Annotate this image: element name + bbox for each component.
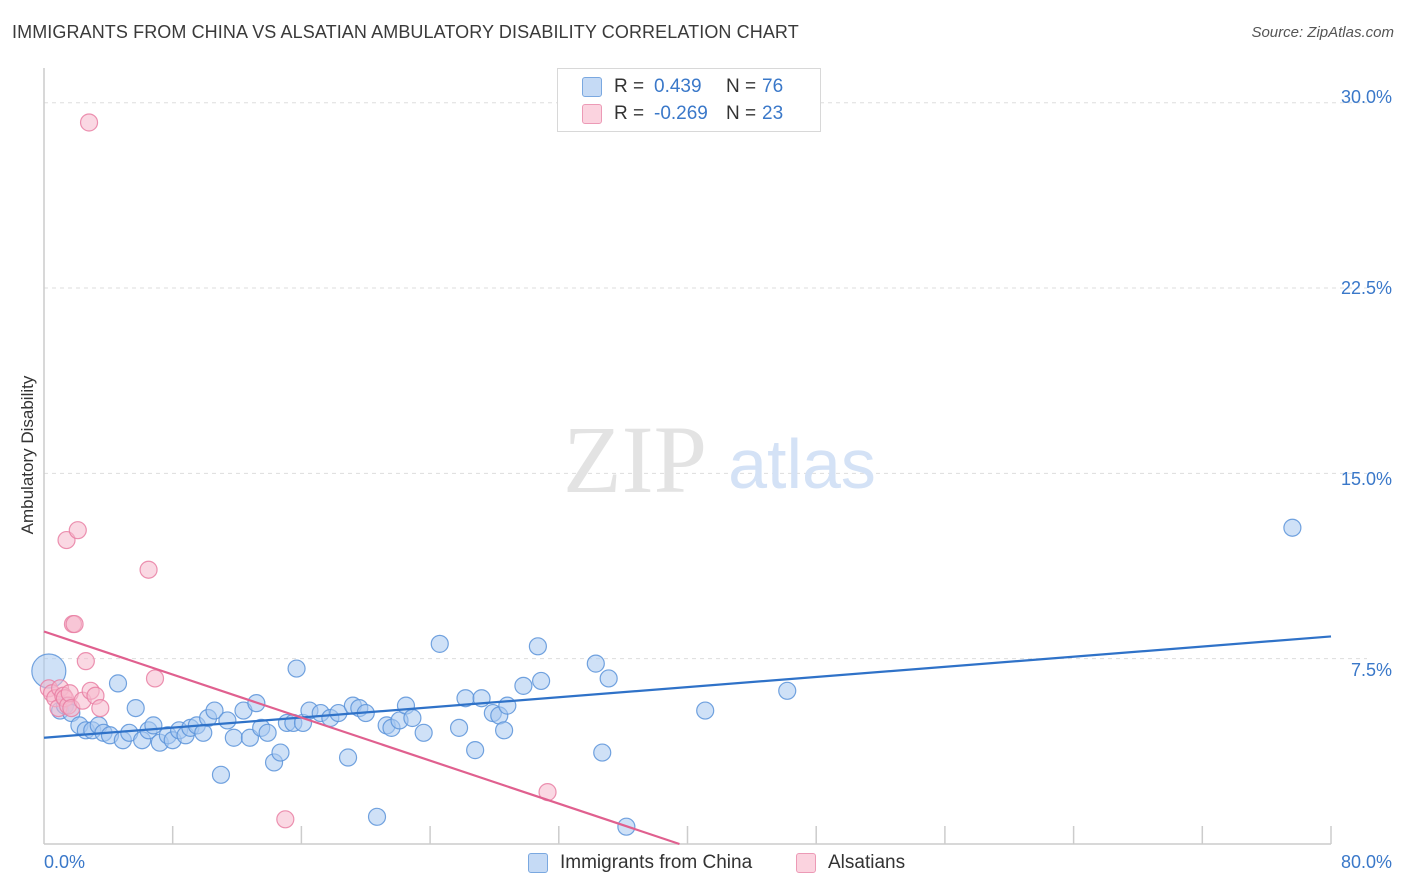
china-point <box>271 743 290 762</box>
china-point <box>528 637 547 656</box>
china-point <box>218 711 237 730</box>
y-tick-label: 22.5% <box>1340 278 1392 298</box>
china-point <box>1283 518 1302 537</box>
alsatian-point <box>65 614 84 634</box>
china-point <box>495 721 514 740</box>
china-point <box>144 716 163 735</box>
axes <box>43 68 1332 845</box>
r-value: -0.269 <box>654 103 708 124</box>
china-point <box>586 654 605 673</box>
watermark-zip: ZIP <box>563 406 707 513</box>
legend-row-alsatians: R = -0.269 N = 23 <box>582 102 783 126</box>
china-point <box>514 676 533 695</box>
correlation-legend: R = 0.439 N = 76 R = -0.269 N = 23 <box>557 68 821 132</box>
r-label: R = <box>614 103 645 124</box>
bottom-legend-alsatians: Alsatians <box>796 852 905 874</box>
legend-swatch-blue <box>582 77 602 97</box>
legend-swatch-pink <box>796 853 816 873</box>
y-axis-label: Ambulatory Disability <box>18 375 37 535</box>
china-point <box>287 659 306 678</box>
china-point <box>430 634 449 653</box>
china-point <box>211 765 231 784</box>
bottom-legend-china: Immigrants from China <box>528 852 752 874</box>
china-point <box>593 743 612 762</box>
china-point <box>778 681 797 700</box>
legend-swatch-pink <box>582 104 602 124</box>
china-point <box>108 674 128 693</box>
china-point <box>696 701 715 720</box>
china-point <box>599 669 618 688</box>
alsatian-point <box>76 652 95 671</box>
china-point <box>338 748 358 767</box>
r-value: 0.439 <box>654 76 702 97</box>
alsatian-point <box>139 560 158 579</box>
x-tick-label-max: 80.0% <box>1340 852 1392 872</box>
china-point <box>449 718 469 737</box>
trend-lines <box>43 630 1332 846</box>
y-tick-label: 7.5% <box>1350 660 1392 680</box>
series-alsatians <box>39 113 557 829</box>
alsatian-trend-line <box>43 630 680 846</box>
alsatian-point <box>91 698 110 718</box>
y-tick-label: 15.0% <box>1340 469 1392 489</box>
x-tick-label-min: 0.0% <box>44 852 86 872</box>
n-label: N = <box>726 76 757 97</box>
legend-label: Alsatians <box>828 852 906 873</box>
china-point <box>403 708 422 728</box>
n-label: N = <box>726 103 757 124</box>
china-point <box>532 671 551 691</box>
china-trend-line <box>43 635 1332 739</box>
source-credit: Source: ZipAtlas.com <box>1251 24 1394 41</box>
series-immigrants-from-china <box>31 518 1302 836</box>
china-point <box>205 701 224 720</box>
china-point <box>466 741 485 760</box>
gridlines <box>44 102 1367 660</box>
r-label: R = <box>614 76 645 97</box>
legend-swatch-blue <box>528 853 548 873</box>
legend-row-china: R = 0.439 N = 76 <box>582 75 783 99</box>
china-point <box>414 723 433 742</box>
alsatian-point <box>276 810 295 829</box>
alsatian-point <box>79 113 99 132</box>
china-point <box>367 807 387 826</box>
n-value: 76 <box>762 76 784 97</box>
china-point <box>258 723 277 742</box>
n-value: 23 <box>762 103 784 124</box>
y-tick-label: 30.0% <box>1340 87 1392 107</box>
watermark-atlas: atlas <box>728 425 876 503</box>
china-point <box>224 728 243 747</box>
chart-title: IMMIGRANTS FROM CHINA VS ALSATIAN AMBULA… <box>12 22 799 42</box>
china-point <box>498 696 517 715</box>
china-point <box>126 698 145 718</box>
alsatian-point <box>145 669 165 688</box>
legend-label: Immigrants from China <box>560 852 753 873</box>
alsatian-point <box>68 521 87 540</box>
